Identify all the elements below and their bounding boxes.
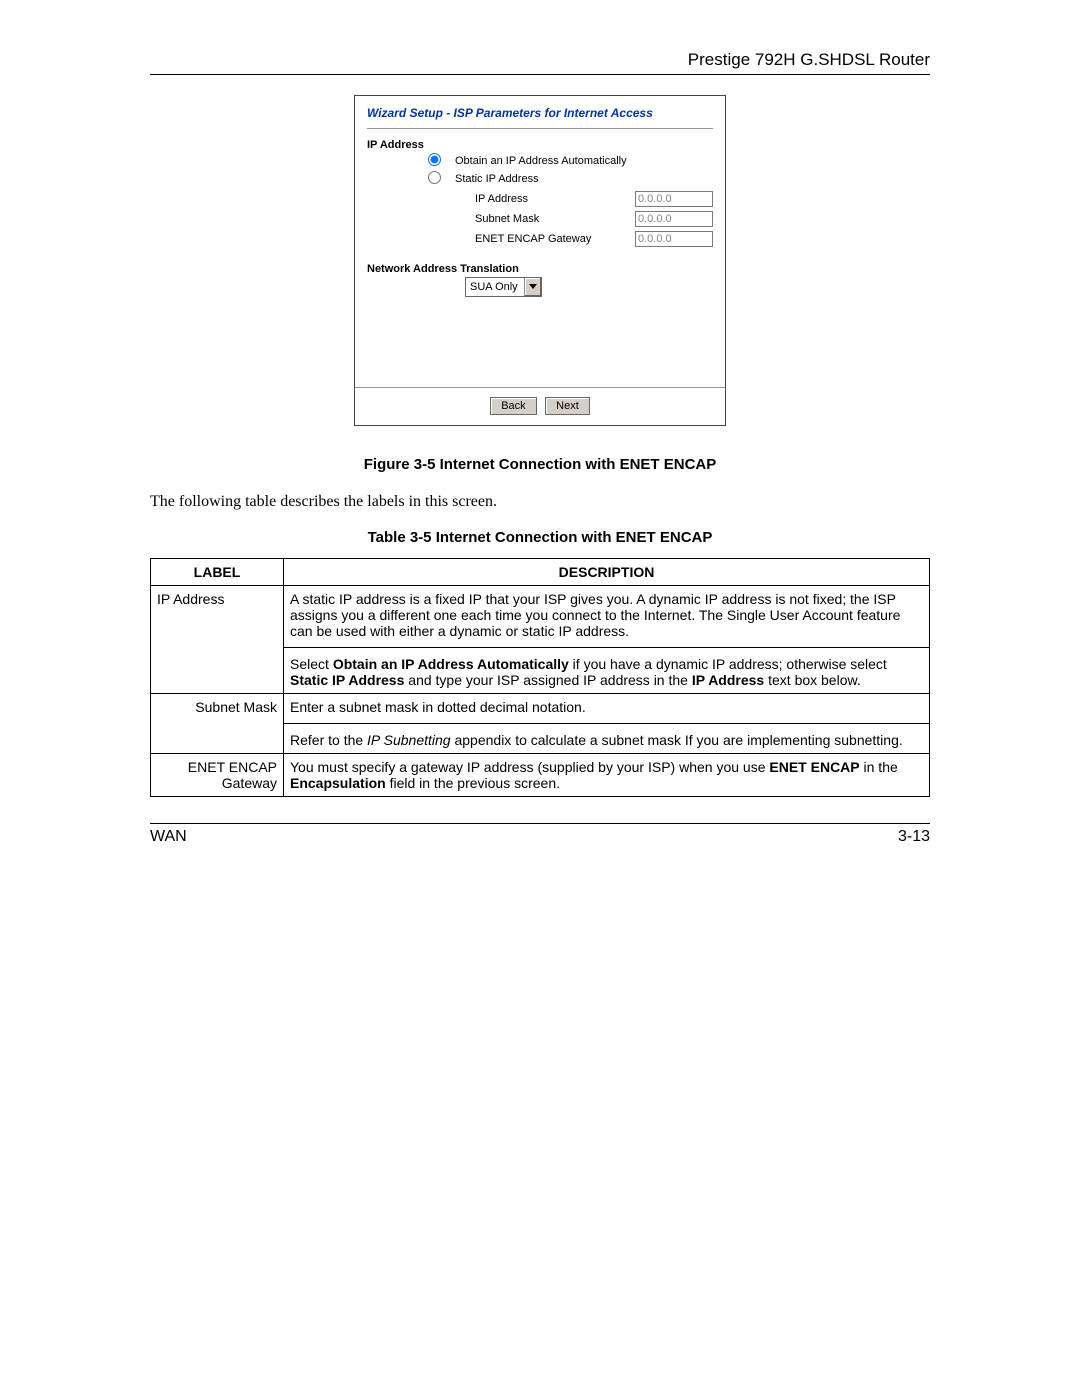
text-segment: Refer to the [290,732,367,748]
footer-left: WAN [150,828,187,846]
document-footer: WAN 3-13 [150,823,930,846]
text-segment: Obtain an IP Address Automatically [333,656,569,672]
table-row-label: IP Address [151,586,284,694]
text-segment: if you have a dynamic IP address; otherw… [569,656,887,672]
text-segment: You must specify a gateway IP address (s… [290,759,769,775]
ip-address-label: IP Address [475,193,635,205]
radio-obtain-auto-label: Obtain an IP Address Automatically [455,155,725,167]
radio-static-ip[interactable] [428,171,441,184]
next-button[interactable]: Next [545,397,590,415]
subnet-mask-label: Subnet Mask [475,213,635,225]
table-row-description: A static IP address is a fixed IP that y… [284,586,930,694]
text-segment: Encapsulation [290,775,386,791]
text-segment: Gateway [222,775,277,791]
table-row-description: You must specify a gateway IP address (s… [284,754,930,797]
table-header-description: DESCRIPTION [284,559,930,586]
text-segment: in the [860,759,898,775]
radio-static-ip-label: Static IP Address [455,173,725,185]
table-row-label: Subnet Mask [151,694,284,754]
figure-caption: Figure 3-5 Internet Connection with ENET… [150,456,930,473]
ip-address-input[interactable] [635,191,713,207]
chevron-down-icon [524,278,541,296]
nat-select-value: SUA Only [466,281,524,293]
nat-section-label: Network Address Translation [355,263,725,275]
table-caption: Table 3-5 Internet Connection with ENET … [150,529,930,546]
text-segment: IP Subnetting [367,732,451,748]
text-segment: IP Address [692,672,764,688]
back-button[interactable]: Back [490,397,536,415]
document-header: Prestige 792H G.SHDSL Router [150,50,930,75]
enet-gateway-label: ENET ENCAP Gateway [475,233,635,245]
radio-obtain-auto[interactable] [428,153,441,166]
text-segment: appendix to calculate a subnet mask If y… [451,732,903,748]
text-segment: ENET ENCAP [188,759,277,775]
table-header-label: LABEL [151,559,284,586]
subnet-mask-input[interactable] [635,211,713,227]
text-segment: Static IP Address [290,672,404,688]
divider [284,723,929,724]
body-text: The following table describes the labels… [150,493,930,511]
wizard-title: Wizard Setup - ISP Parameters for Intern… [355,96,725,128]
text-segment: text box below. [764,672,861,688]
text-segment: and type your ISP assigned IP address in… [404,672,691,688]
text-segment: Select [290,656,333,672]
wizard-panel: Wizard Setup - ISP Parameters for Intern… [354,95,726,426]
text-segment: Enter a subnet mask in dotted decimal no… [290,699,586,715]
table-row-label: ENET ENCAP Gateway [151,754,284,797]
nat-select[interactable]: SUA Only [465,277,542,297]
divider [284,647,929,648]
table-row-description: Enter a subnet mask in dotted decimal no… [284,694,930,754]
divider [367,128,713,129]
ip-address-section-label: IP Address [355,139,725,151]
description-table: LABEL DESCRIPTION IP Address A static IP… [150,558,930,797]
text-segment: ENET ENCAP [769,759,859,775]
footer-right: 3-13 [898,828,930,846]
text-segment: field in the previous screen. [386,775,560,791]
text-segment: A static IP address is a fixed IP that y… [290,591,900,639]
enet-gateway-input[interactable] [635,231,713,247]
